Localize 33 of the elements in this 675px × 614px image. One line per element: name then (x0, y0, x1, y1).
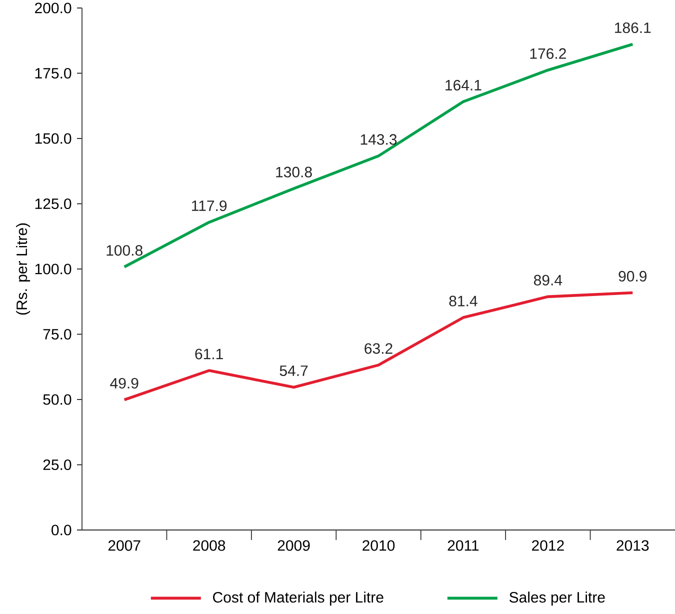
data-label: 49.9 (110, 378, 138, 389)
x-tick-label: 2008 (193, 540, 226, 551)
data-label: 81.4 (449, 296, 478, 306)
legend-label: Cost of Materials per Litre (213, 592, 384, 606)
x-tick-label: 2007 (108, 540, 140, 551)
y-tick-label: 125.0 (35, 198, 72, 210)
data-label: 117.9 (192, 200, 227, 212)
x-tick-label: 2013 (616, 540, 649, 551)
legend-label: Sales per Litre (509, 592, 605, 606)
y-tick-label: 100.0 (35, 264, 72, 274)
y-tick-label: 75.0 (43, 328, 72, 340)
data-label: 63.2 (364, 343, 392, 354)
data-label: 164.1 (446, 80, 482, 90)
data-label: 176.2 (530, 48, 566, 59)
y-axis-title: (Rs. per Litre) (16, 223, 30, 315)
x-tick-label: 2012 (532, 540, 564, 551)
y-tick-label: 50.0 (43, 394, 72, 405)
y-tick-label: 200.0 (35, 2, 72, 14)
data-label: 130.8 (276, 166, 312, 178)
y-tick-label: 175.0 (35, 68, 72, 79)
data-label: 100.8 (106, 245, 142, 256)
x-tick-label: 2011 (448, 540, 479, 551)
y-tick-label: 25.0 (43, 459, 72, 470)
x-tick-label: 2009 (278, 540, 310, 551)
data-label: 89.4 (534, 274, 562, 286)
data-label: 61.1 (195, 348, 223, 360)
y-tick-label: 150.0 (35, 133, 72, 144)
y-tick-label: 0.0 (52, 524, 72, 536)
data-label: 54.7 (280, 366, 308, 376)
data-label: 186.1 (615, 22, 651, 34)
data-label: 90.9 (618, 270, 647, 282)
data-label: 143.3 (360, 134, 397, 145)
x-tick-label: 2010 (362, 540, 395, 551)
